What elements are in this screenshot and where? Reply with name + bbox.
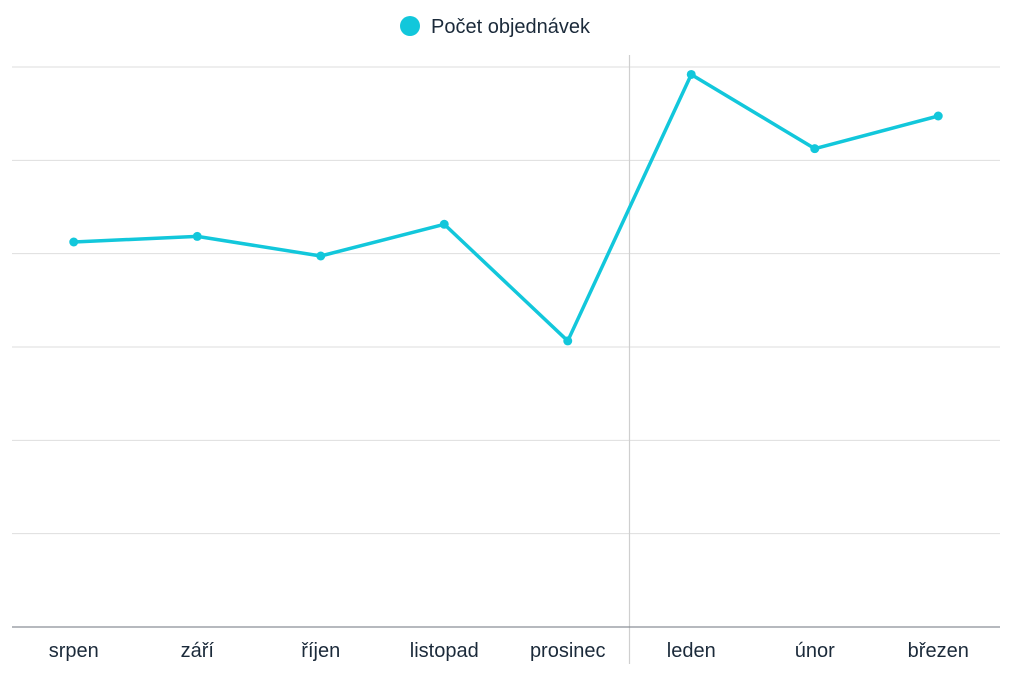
- x-tick-labels: srpen září říjen listopad prosinec leden únor b…: [49, 640, 969, 662]
- data-point-prosinec[interactable]: [563, 336, 573, 346]
- x-tick-label: březen: [908, 640, 969, 662]
- x-tick-label: únor: [795, 640, 835, 662]
- x-tick-label: srpen: [49, 640, 99, 662]
- data-point-leden[interactable]: [686, 69, 696, 79]
- legend: Počet objednávek: [400, 16, 591, 38]
- series-pocet-objednavek: [69, 69, 943, 346]
- data-point-září[interactable]: [192, 231, 202, 241]
- data-point-listopad[interactable]: [439, 219, 449, 229]
- gridlines: [12, 66, 1000, 535]
- x-tick-label: září: [181, 640, 215, 662]
- x-tick-label: leden: [667, 640, 716, 662]
- data-point-říjen[interactable]: [316, 251, 326, 261]
- data-point-únor[interactable]: [810, 144, 820, 154]
- x-tick-label: prosinec: [530, 640, 606, 662]
- data-point-srpen[interactable]: [69, 237, 79, 247]
- data-point-březen[interactable]: [933, 111, 943, 121]
- x-tick-label: listopad: [410, 640, 479, 662]
- legend-marker: [400, 16, 420, 36]
- x-tick-label: říjen: [301, 640, 340, 662]
- legend-label-pocet-objednavek: Počet objednávek: [431, 16, 591, 38]
- series-line: [72, 72, 940, 343]
